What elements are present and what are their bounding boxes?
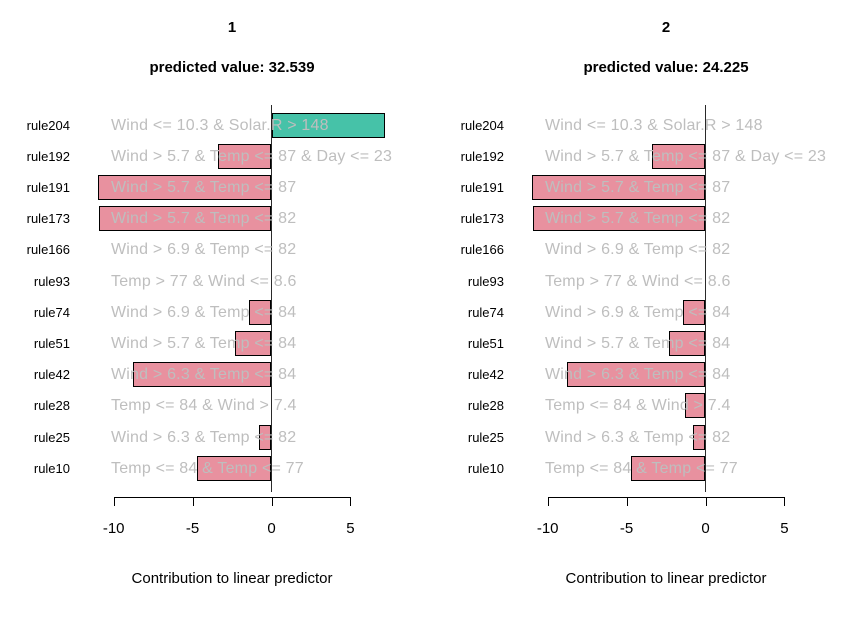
x-axis-tick-label: -10 — [102, 520, 125, 537]
rule-condition-label: Wind > 5.7 & Temp <= 87 & Day <= 23 — [545, 147, 827, 165]
x-axis-tick-label: -5 — [619, 520, 634, 537]
rule-label: rule166 — [460, 242, 504, 258]
rule-label: rule51 — [33, 335, 70, 351]
x-axis-tick-label: 0 — [267, 520, 276, 537]
zero-line — [705, 105, 706, 492]
rule-condition-label: Wind > 5.7 & Temp <= 87 — [545, 179, 731, 197]
contribution-bar — [217, 143, 272, 169]
rule-condition-label: Wind > 6.3 & Temp <= 84 — [111, 366, 297, 384]
zero-line — [271, 105, 272, 492]
rule-label: rule191 — [26, 180, 70, 196]
x-axis-tick — [271, 497, 273, 506]
rule-condition-label: Wind > 6.3 & Temp <= 82 — [545, 428, 731, 446]
rule-label: rule42 — [33, 367, 70, 383]
x-axis-line — [113, 497, 351, 498]
rule-label: rule192 — [460, 148, 504, 164]
rule-condition-label: Wind > 5.7 & Temp <= 82 — [111, 210, 297, 228]
x-axis-tick — [705, 497, 707, 506]
rule-condition-label: Temp <= 84 & Temp <= 77 — [111, 459, 304, 477]
panel-1: 1 predicted value: 32.539 rule204 Wind <= 1… — [26, 19, 393, 587]
x-axis-title: Contribution to linear predictor — [131, 570, 333, 587]
contribution-bar — [566, 362, 706, 388]
contribution-bar — [531, 175, 706, 201]
rule-label: rule10 — [33, 460, 70, 476]
contribution-bar — [683, 299, 706, 325]
x-axis-tick-label: 5 — [780, 520, 789, 537]
contribution-bar — [99, 206, 272, 232]
rule-condition-label: Wind > 5.7 & Temp <= 87 — [111, 179, 297, 197]
rule-condition-label: Wind > 5.7 & Temp <= 82 — [545, 210, 731, 228]
x-axis-tick-label: -5 — [185, 520, 200, 537]
x-axis-tick — [192, 497, 194, 506]
x-axis-line — [547, 497, 785, 498]
x-axis-title: Contribution to linear predictor — [565, 570, 767, 587]
x-axis-tick — [626, 497, 628, 506]
rule-label: rule173 — [26, 211, 70, 227]
x-axis-tick-label: 0 — [701, 520, 710, 537]
contribution-bar — [651, 143, 706, 169]
rule-condition-label: Temp <= 84 & Wind > 7.4 — [111, 397, 297, 415]
rule-label: rule10 — [467, 460, 504, 476]
rule-label: rule74 — [467, 304, 504, 320]
rule-condition-label: Wind > 6.3 & Temp <= 82 — [111, 428, 297, 446]
rule-label: rule93 — [467, 273, 504, 289]
contribution-bar — [533, 206, 706, 232]
contribution-bar — [692, 424, 706, 450]
rule-label: rule204 — [460, 117, 504, 133]
rule-label: rule25 — [467, 429, 504, 445]
rule-label: rule28 — [467, 398, 504, 414]
panel-title: 1 — [227, 19, 237, 36]
rule-condition-label: Wind > 6.3 & Temp <= 84 — [545, 366, 731, 384]
rule-label: rule51 — [467, 335, 504, 351]
contribution-bar — [197, 455, 272, 481]
predicted-value-label: predicted value: 32.539 — [149, 59, 315, 76]
x-axis-tick — [547, 497, 549, 506]
rule-label: rule74 — [33, 304, 70, 320]
rule-condition-label: Temp > 77 & Wind <= 8.6 — [111, 272, 297, 290]
contribution-bar — [669, 330, 706, 356]
contribution-bar — [684, 393, 706, 419]
rule-label: rule42 — [467, 367, 504, 383]
rule-condition-label: Wind > 6.9 & Temp <= 84 — [545, 303, 731, 321]
rule-condition-label: Wind > 6.9 & Temp <= 84 — [111, 303, 297, 321]
contribution-bar — [249, 299, 272, 325]
x-axis-tick-label: -10 — [536, 520, 559, 537]
rule-label: rule191 — [460, 180, 504, 196]
rule-label: rule192 — [26, 148, 70, 164]
rule-condition-label: Temp <= 84 & Wind > 7.4 — [545, 397, 731, 415]
contribution-bar — [258, 424, 272, 450]
rule-label: rule28 — [33, 398, 70, 414]
rule-condition-label: Wind > 6.9 & Temp <= 82 — [545, 241, 731, 259]
rule-condition-label: Wind > 6.9 & Temp <= 82 — [111, 241, 297, 259]
predicted-value-label: predicted value: 24.225 — [583, 59, 749, 76]
rule-condition-label: Wind > 5.7 & Temp <= 84 — [545, 334, 731, 352]
contribution-bar — [271, 112, 386, 138]
contribution-bar — [132, 362, 272, 388]
rule-label: rule25 — [33, 429, 70, 445]
x-axis-tick — [350, 497, 352, 506]
rule-condition-label: Wind > 5.7 & Temp <= 87 & Day <= 23 — [111, 147, 393, 165]
rule-condition-label: Wind <= 10.3 & Solar.R > 148 — [545, 116, 763, 134]
rule-condition-label: Temp > 77 & Wind <= 8.6 — [545, 272, 731, 290]
contribution-bar — [235, 330, 272, 356]
rule-label: rule204 — [26, 117, 70, 133]
rule-label: rule93 — [33, 273, 70, 289]
rule-condition-label: Temp <= 84 & Temp <= 77 — [545, 459, 738, 477]
contribution-bar — [97, 175, 272, 201]
panel-title: 2 — [661, 19, 671, 36]
rule-label: rule173 — [460, 211, 504, 227]
rule-label: rule166 — [26, 242, 70, 258]
panel-2: 2 predicted value: 24.225 rule204 Wind <= 1… — [434, 0, 868, 620]
rule-condition-label: Wind > 5.7 & Temp <= 84 — [111, 334, 297, 352]
x-axis-tick — [113, 497, 115, 506]
contribution-bar — [631, 455, 706, 481]
rule-condition-label: Wind <= 10.3 & Solar.R > 148 — [111, 116, 329, 134]
x-axis-tick-label: 5 — [346, 520, 355, 537]
x-axis-tick — [784, 497, 786, 506]
